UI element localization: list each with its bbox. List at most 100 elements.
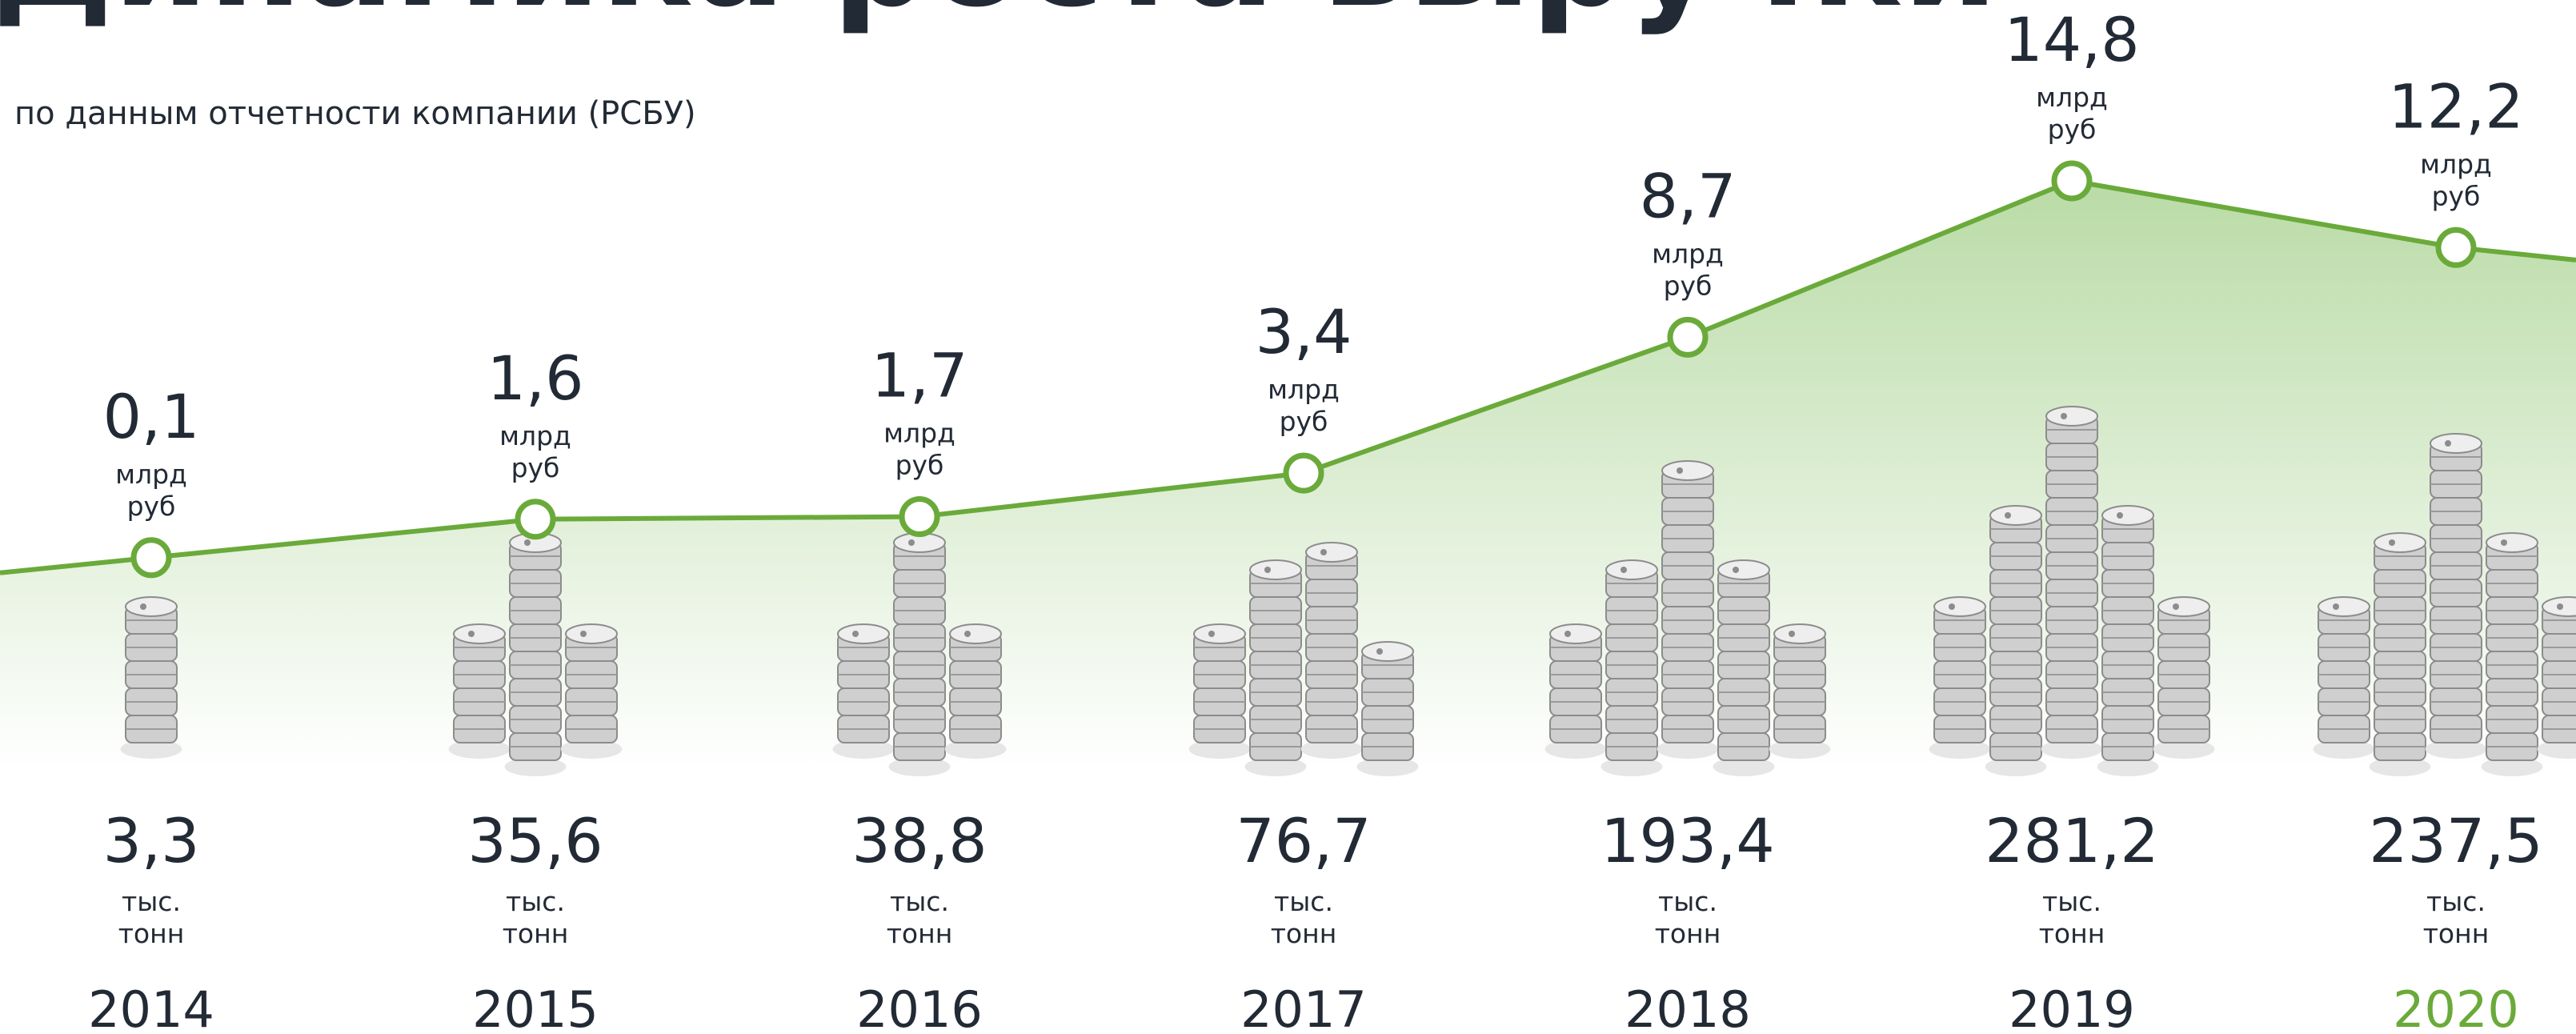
chart-subtitle: по данным отчетности компании (РСБУ) — [14, 95, 696, 132]
barrel-lid — [1605, 559, 1658, 580]
barrel-shadow — [560, 739, 623, 759]
barrel-shadow — [1713, 757, 1775, 776]
unit-label: руб — [511, 452, 560, 483]
volume-label: 3,3 — [103, 805, 200, 876]
point — [2051, 160, 2093, 202]
barrel-stack — [448, 532, 623, 776]
barrel-cap — [2173, 603, 2179, 610]
value-label: 3,4 — [1256, 296, 1352, 367]
unit-label: тыс. — [1274, 886, 1333, 917]
point — [130, 537, 172, 579]
unit-label: млрд — [1268, 374, 1340, 405]
unit-label: тыс. — [1658, 886, 1717, 917]
value-label: 12,2 — [2388, 70, 2523, 142]
x-tick-label: 2014 — [88, 980, 214, 1034]
x-tick-label: 2016 — [856, 980, 983, 1034]
barrel-shadow — [1657, 739, 1719, 759]
barrel-shadow — [2313, 739, 2375, 759]
barrel-cap — [1376, 648, 1383, 655]
barrel-lid — [1193, 623, 1246, 644]
barrel-stack — [1544, 460, 1831, 776]
value-label: 14,8 — [2004, 4, 2139, 75]
barrel-shadow — [2369, 757, 2431, 776]
volume-label: 38,8 — [851, 805, 987, 876]
unit-label: тонн — [1655, 918, 1721, 949]
barrel-shadow — [2097, 757, 2159, 776]
barrel-lid — [2486, 532, 2538, 553]
x-tick-label: 2015 — [472, 980, 599, 1034]
unit-label: тонн — [1271, 918, 1337, 949]
volume-label: 237,5 — [2369, 805, 2543, 876]
barrel-cap — [2501, 539, 2507, 546]
unit-label: млрд — [2420, 148, 2492, 179]
barrel-cap — [1621, 567, 1627, 573]
barrel-lid — [1773, 623, 1826, 644]
barrel-lid — [949, 623, 1002, 644]
barrel-cap — [964, 631, 971, 637]
barrel-shadow — [2041, 739, 2103, 759]
area — [0, 181, 2576, 768]
unit-label: млрд — [2036, 82, 2108, 113]
unit-label: тыс. — [890, 886, 949, 917]
value-label: 8,7 — [1640, 160, 1737, 231]
barrel-lid — [2318, 596, 2370, 617]
volume-label: 281,2 — [1985, 805, 2159, 876]
barrel-lid — [1361, 641, 1414, 662]
barrel-lid — [1989, 505, 2042, 526]
barrel-cap — [1733, 567, 1739, 573]
barrel-stack — [1188, 542, 1419, 776]
barrel-cap — [1564, 631, 1571, 637]
unit-label: тыс. — [2426, 886, 2486, 917]
barrel-stack — [2313, 433, 2576, 776]
barrel-lid — [837, 623, 890, 644]
volume-label: 35,6 — [467, 805, 603, 876]
barrel-stack — [832, 532, 1007, 776]
barrel-shadow — [888, 757, 951, 776]
barrel-cap — [2557, 603, 2563, 610]
barrel-stack — [120, 596, 182, 759]
barrel-lid — [2157, 596, 2210, 617]
unit-label: руб — [895, 450, 944, 481]
barrel-cap — [852, 631, 859, 637]
x-tick-label: 2018 — [1625, 980, 1751, 1034]
barrel-lid — [1549, 623, 1602, 644]
barrel-lid — [125, 596, 178, 617]
unit-label: тыс. — [2042, 886, 2101, 917]
barrel-shadow — [1600, 757, 1663, 776]
barrel-cap — [2005, 512, 2011, 519]
barrel-cap — [2389, 539, 2395, 546]
barrel-shadow — [120, 739, 182, 759]
barrel-shadow — [944, 739, 1007, 759]
point — [899, 496, 940, 538]
unit-label: млрд — [115, 459, 187, 490]
barrel-shadow — [1188, 739, 1251, 759]
barrel-cap — [580, 631, 587, 637]
barrel-shadow — [1985, 757, 2047, 776]
barrel-cap — [140, 603, 146, 610]
barrel-shadow — [1544, 739, 1607, 759]
barrel-lid — [2045, 406, 2098, 427]
barrel-shadow — [2425, 739, 2487, 759]
value-label: 1,6 — [487, 343, 584, 414]
unit-label: тонн — [887, 918, 953, 949]
barrel-cap — [2061, 413, 2067, 419]
barrel-shadow — [832, 739, 895, 759]
point — [1283, 452, 1324, 494]
barrel-cap — [2333, 603, 2339, 610]
point — [1667, 316, 1709, 358]
unit-label: тонн — [2039, 918, 2105, 949]
unit-label: тонн — [118, 918, 185, 949]
unit-label: тыс. — [122, 886, 181, 917]
barrel-lid — [2101, 505, 2154, 526]
x-tick-label: 2017 — [1240, 980, 1367, 1034]
barrel-cap — [908, 539, 915, 546]
barrel-shadow — [504, 757, 567, 776]
volume-label: 76,7 — [1236, 805, 1371, 876]
barrel-shadow — [1244, 757, 1307, 776]
unit-label: руб — [2432, 180, 2481, 211]
barrel-lid — [2430, 433, 2482, 454]
unit-label: руб — [127, 491, 176, 522]
barrel-cap — [1949, 603, 1955, 610]
barrel-cap — [1208, 631, 1215, 637]
unit-label: тонн — [2423, 918, 2490, 949]
